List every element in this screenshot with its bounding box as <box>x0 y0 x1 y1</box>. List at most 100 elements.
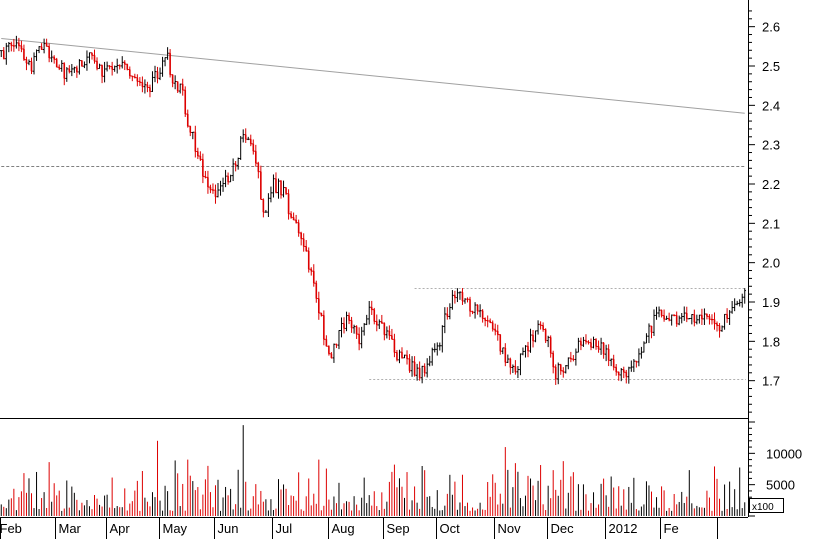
trendline <box>1 37 745 114</box>
price-bar-184 <box>463 298 467 304</box>
price-bar-147 <box>370 300 373 315</box>
price-bar-79 <box>199 151 202 161</box>
price-bar-1 <box>2 47 5 60</box>
price-bar-27 <box>68 65 71 74</box>
price-bar-164 <box>413 356 416 377</box>
price-bar-290 <box>730 301 734 314</box>
price-bar-148 <box>373 307 376 325</box>
price-bar-204 <box>514 360 517 375</box>
price-bar-76 <box>191 131 195 140</box>
price-bar-45 <box>113 65 116 72</box>
price-bar-15 <box>37 46 41 54</box>
price-bar-278 <box>700 308 704 325</box>
price-bar-213 <box>536 320 540 335</box>
price-bar-55 <box>138 77 142 86</box>
price-bar-137 <box>345 311 348 332</box>
price-bars <box>0 35 746 385</box>
price-bar-230 <box>579 337 583 351</box>
price-bar-38 <box>95 57 99 71</box>
price-bar-233 <box>587 340 590 345</box>
price-bar-128 <box>322 310 326 346</box>
price-bar-242 <box>609 358 613 367</box>
volume-unit-box <box>749 498 784 513</box>
price-bar-142 <box>357 327 361 351</box>
price-bar-153 <box>385 326 389 339</box>
price-bar-5 <box>12 38 16 52</box>
price-bar-13 <box>32 52 36 75</box>
price-bar-94 <box>236 157 240 170</box>
month-label: Apr <box>110 521 131 536</box>
price-bar-234 <box>589 338 593 351</box>
price-bar-210 <box>529 328 532 353</box>
price-bar-61 <box>153 65 157 83</box>
price-bar-218 <box>549 335 552 358</box>
price-bar-127 <box>320 312 323 317</box>
price-bar-102 <box>257 161 260 179</box>
price-bar-119 <box>299 231 303 246</box>
price-bar-181 <box>456 288 459 303</box>
price-bar-169 <box>425 358 429 378</box>
price-bar-95 <box>239 136 242 160</box>
price-bar-133 <box>335 343 338 349</box>
price-bar-239 <box>602 342 605 359</box>
price-bar-192 <box>483 317 487 327</box>
price-bar-277 <box>698 314 701 324</box>
price-bar-266 <box>670 314 673 326</box>
month-label: Sep <box>387 521 410 536</box>
price-bar-124 <box>312 264 315 287</box>
price-bar-73 <box>184 86 187 117</box>
price-bar-253 <box>637 348 641 367</box>
price-bar-52 <box>131 75 134 82</box>
price-bar-40 <box>100 64 104 84</box>
price-bar-259 <box>652 309 656 336</box>
price-bar-7 <box>17 37 21 52</box>
price-bar-183 <box>461 288 464 305</box>
price-bar-9 <box>22 44 26 61</box>
price-bar-198 <box>499 334 502 355</box>
price-bar-174 <box>438 342 441 351</box>
price-bar-65 <box>163 57 167 67</box>
price-bar-295 <box>743 288 746 304</box>
price-bar-270 <box>680 312 683 324</box>
price-bar-170 <box>428 355 431 367</box>
price-bar-247 <box>622 366 625 379</box>
price-bar-29 <box>73 66 76 73</box>
price-bar-74 <box>186 109 189 128</box>
price-bar-19 <box>47 43 51 63</box>
price-tick-label: 1.9 <box>762 295 780 310</box>
price-bar-67 <box>168 49 172 78</box>
price-bar-186 <box>468 296 472 317</box>
price-bar-224 <box>564 365 568 374</box>
price-bar-84 <box>211 183 215 194</box>
price-bar-114 <box>287 189 290 220</box>
month-label: Dec <box>551 521 575 536</box>
price-bar-254 <box>640 346 643 359</box>
price-bar-139 <box>350 316 353 333</box>
price-bar-246 <box>620 368 623 382</box>
price-bar-152 <box>383 322 386 341</box>
price-bar-10 <box>25 56 28 71</box>
price-bar-249 <box>627 366 631 384</box>
price-bar-93 <box>234 161 237 172</box>
price-bar-131 <box>330 352 333 359</box>
price-bar-115 <box>289 211 293 219</box>
price-bar-282 <box>710 314 714 325</box>
price-bar-87 <box>219 180 222 196</box>
price-bar-129 <box>325 335 328 347</box>
price-bar-160 <box>403 354 406 359</box>
price-bar-60 <box>151 71 154 92</box>
price-bar-51 <box>128 66 131 79</box>
price-bar-158 <box>398 349 401 364</box>
price-bar-135 <box>340 317 343 338</box>
price-bar-185 <box>466 297 469 303</box>
price-bar-99 <box>249 134 252 147</box>
price-bar-54 <box>136 74 139 87</box>
price-bar-97 <box>244 128 247 143</box>
price-bar-250 <box>630 360 633 372</box>
price-bar-64 <box>161 56 164 77</box>
price-bar-0 <box>0 50 3 58</box>
price-bar-125 <box>315 280 318 303</box>
price-bar-100 <box>252 139 255 155</box>
month-label: 2012 <box>609 521 638 536</box>
